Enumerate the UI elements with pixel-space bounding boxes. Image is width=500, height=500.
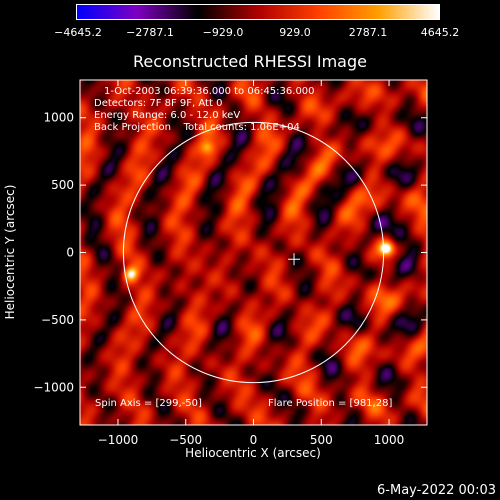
colorbar-tick: 4645.2 [420,26,460,39]
spin-axis-label: Spin Axis = [299,-50] [95,398,202,409]
colorbar-tick: 929.0 [279,26,311,39]
y-tick-label: 500 [51,178,74,192]
spin-axis-cross [288,253,301,266]
y-axis-label: Heliocentric Y (arcsec) [3,185,17,320]
chart-title: Reconstructed RHESSI Image [133,52,367,71]
colorbar-tick: −2787.1 [126,26,174,39]
colorbar-tick: −929.0 [202,26,244,39]
energy-range-label: Energy Range: 6.0 - 12.0 keV [94,110,241,121]
method-counts-label: Back Projection Total counts: 1.06E+04 [94,122,300,133]
x-tick-label: 1000 [374,433,405,447]
flare-position-label: Flare Position = [981,28] [268,398,393,409]
x-tick-label: 0 [250,433,258,447]
x-axis-label: Heliocentric X (arcsec) [185,446,321,460]
colorbar-tick: 2787.1 [348,26,388,39]
y-tick-label: 1000 [43,111,74,125]
x-tick-label: 500 [310,433,333,447]
x-tick-label: −1000 [98,433,139,447]
detectors-label: Detectors: 7F 8F 9F, Att 0 [94,98,223,109]
colorbar-tick: −4645.2 [54,26,102,39]
footer-date: 6-May-2022 00:03 [377,483,496,498]
x-tick-label: −500 [169,433,202,447]
solar-disk-circle [122,121,385,384]
heatmap-image [80,80,427,425]
time-range-label: 1-Oct-2003 06:39:36.000 to 06:45:36.000 [104,86,315,97]
colorbar-gradient [76,4,440,20]
y-tick-label: −500 [41,313,74,327]
y-tick-label: 0 [66,246,74,260]
y-tick-label: −1000 [33,380,74,394]
